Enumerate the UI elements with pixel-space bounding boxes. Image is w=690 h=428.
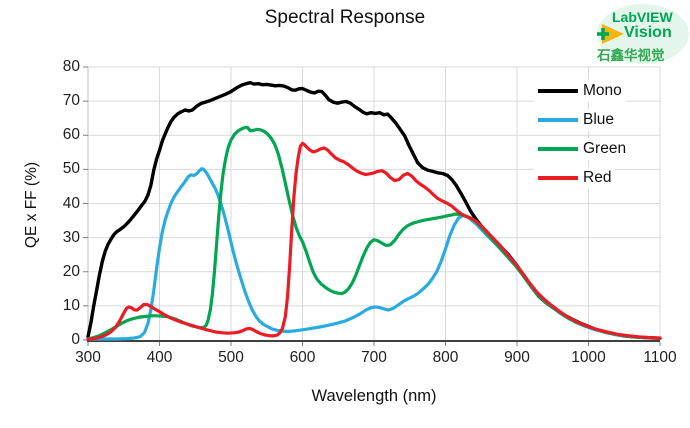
legend-swatch-mono (538, 89, 578, 93)
y-tick-label: 70 (62, 92, 80, 110)
logo-cn-text: 石鑫华视觉 (597, 48, 665, 63)
x-tick-label: 700 (361, 349, 387, 366)
legend-entry-green: Green (534, 138, 631, 160)
y-tick-label: 10 (62, 296, 80, 314)
legend-entry-blue: Blue (534, 109, 619, 131)
legend-swatch-blue (538, 118, 578, 122)
legend-entry-mono: Mono (534, 80, 626, 102)
x-axis-title: Wavelength (nm) (311, 387, 437, 405)
y-tick-label: 20 (62, 262, 80, 280)
y-tick-label: 80 (62, 58, 80, 75)
y-tick-label: 30 (62, 228, 80, 246)
logo-brand-text: LabVIEW (612, 9, 673, 25)
y-axis-title: QE x FF (%) (23, 161, 40, 249)
x-tick-label: 1000 (571, 349, 606, 366)
legend-entry-red: Red (534, 167, 616, 189)
chart-title: Spectral Response (264, 7, 426, 28)
y-tick-label: 50 (62, 160, 80, 178)
x-tick-label: 1100 (643, 349, 677, 366)
legend-swatch-green (538, 147, 578, 151)
x-tick-label: 300 (75, 349, 101, 366)
vendor-logo: LabVIEW Vision 石鑫华视觉 (595, 2, 690, 70)
play-triangle-icon (597, 24, 624, 44)
series-curve-red (86, 141, 662, 341)
legend-label: Red (583, 169, 612, 186)
legend-label: Green (583, 140, 627, 157)
x-tick-label: 600 (289, 349, 316, 366)
logo-product-text: Vision (624, 24, 672, 41)
x-tick-label: 900 (504, 349, 530, 366)
y-tick-label: 40 (62, 194, 80, 212)
x-tick-label: 800 (432, 349, 459, 366)
legend-label: Mono (583, 82, 622, 99)
y-tick-label: 60 (62, 126, 80, 144)
legend-swatch-red (538, 176, 578, 180)
x-tick-label: 400 (146, 349, 173, 366)
x-tick-label: 500 (218, 349, 244, 366)
legend-label: Blue (583, 111, 615, 128)
y-tick-label: 0 (71, 331, 80, 348)
